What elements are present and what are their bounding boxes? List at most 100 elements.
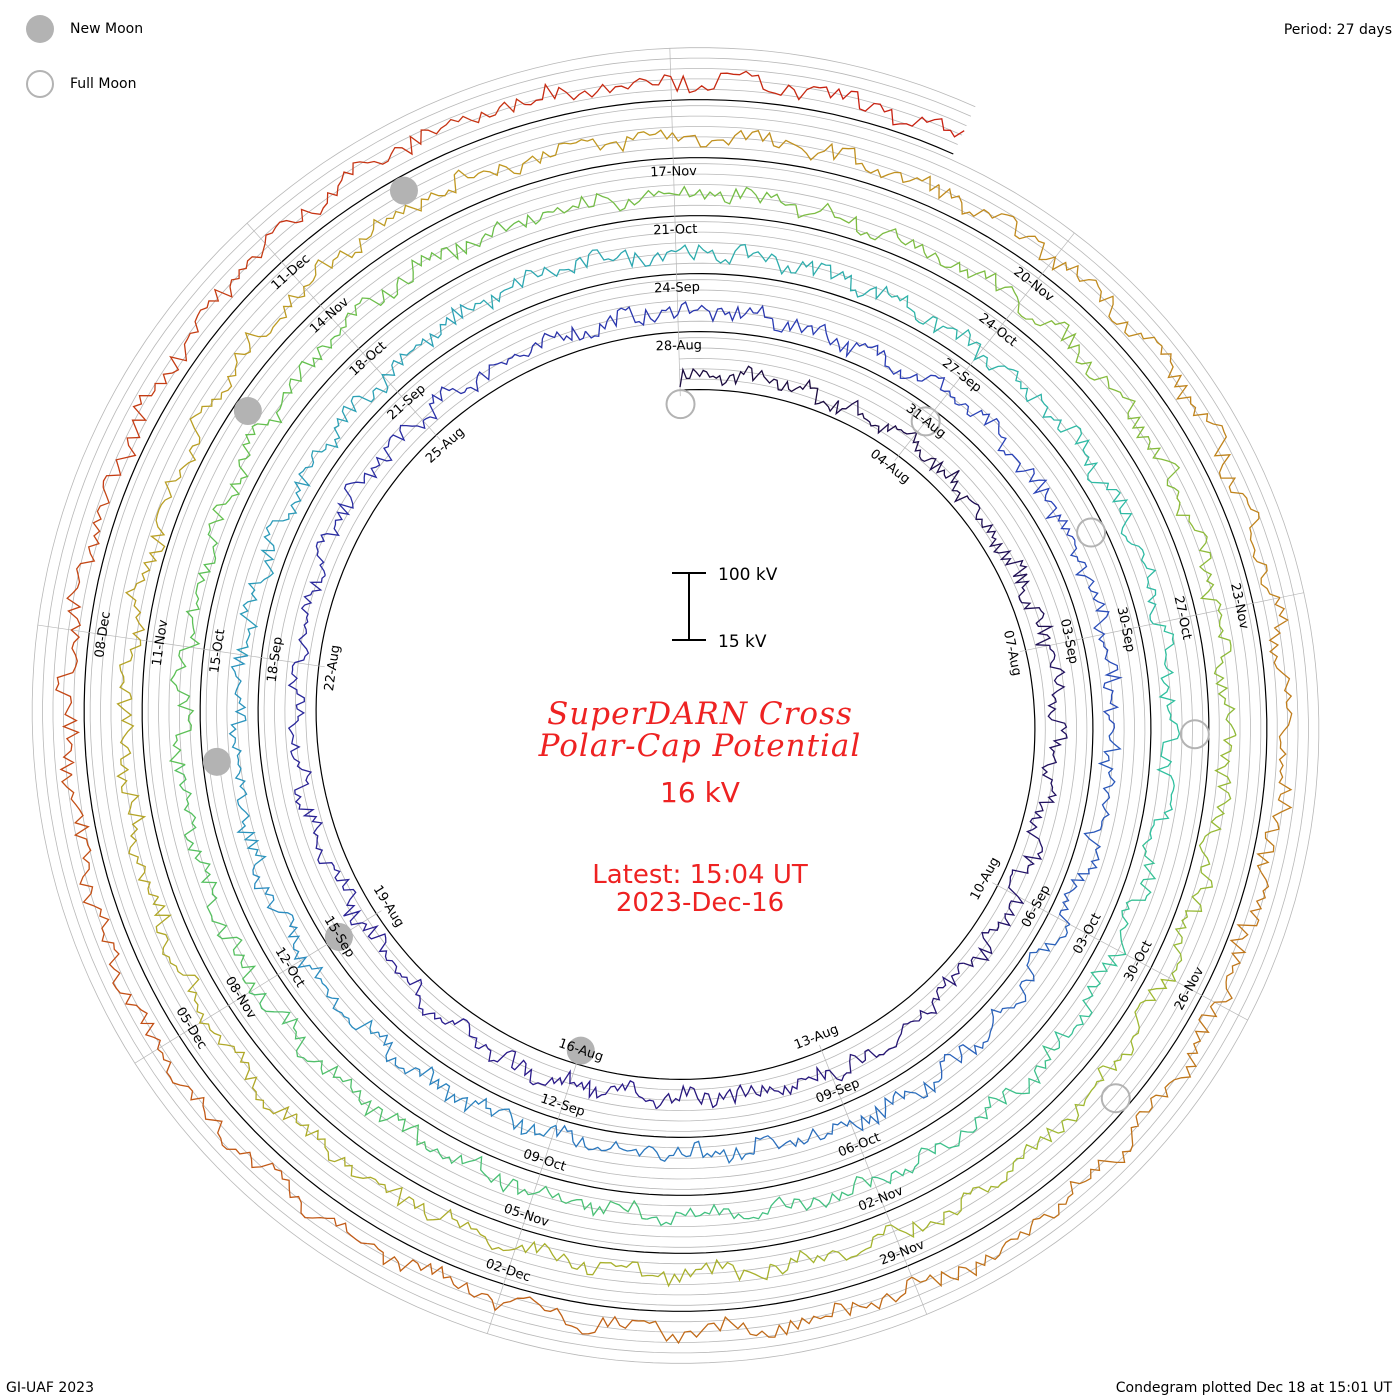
date-tick-label: 22-Aug: [322, 644, 344, 692]
potential-trace-segment: [1146, 623, 1181, 843]
potential-trace-segment: [116, 639, 159, 898]
potential-trace-segment: [1069, 540, 1123, 733]
day-spoke: [1133, 615, 1191, 629]
date-tick-label: 11-Dec: [269, 251, 314, 293]
date-tick-label: 24-Oct: [976, 311, 1020, 350]
day-spoke: [505, 1223, 525, 1279]
potential-trace-segment: [1058, 731, 1122, 925]
potential-trace-segment: [413, 129, 673, 212]
new-moon-marker: [566, 1036, 595, 1065]
spiral-gridline: [73, 88, 1278, 1323]
potential-trace-segment: [252, 864, 379, 1035]
day-spoke: [883, 1206, 906, 1261]
plotted-timestamp: Condegram plotted Dec 18 at 15:01 UT: [1115, 1380, 1392, 1396]
day-spoke: [676, 280, 679, 339]
spiral-gridline: [31, 47, 1320, 1364]
spiral-baseline: [83, 99, 1268, 1312]
potential-trace-segment: [235, 455, 315, 657]
date-tick-label: 21-Sep: [385, 382, 429, 424]
potential-trace-segment: [1007, 978, 1176, 1173]
day-spoke: [930, 369, 967, 416]
date-tick-label: 08-Nov: [222, 974, 259, 1022]
potential-trace-segment: [291, 754, 363, 926]
potential-trace-segment: [228, 655, 267, 866]
potential-trace-segment: [287, 575, 326, 756]
day-spoke: [209, 649, 268, 659]
day-spoke: [1094, 937, 1146, 966]
day-spoke: [862, 1152, 885, 1207]
day-spoke: [134, 1032, 185, 1064]
day-spoke: [233, 971, 284, 1003]
potential-trace-segment: [1175, 491, 1237, 736]
day-spoke: [559, 1058, 579, 1114]
date-tick-label: 11-Nov: [150, 618, 172, 667]
current-value: 16 kV: [660, 776, 740, 809]
new-moon-marker: [233, 397, 262, 426]
potential-trace-segment: [939, 923, 1071, 1079]
date-tick-label: 09-Sep: [814, 1076, 862, 1107]
spiral-grid: [31, 47, 1320, 1364]
potential-trace-segment: [911, 1115, 1139, 1288]
date-tick-label: 14-Nov: [307, 294, 352, 336]
day-spoke: [246, 222, 286, 267]
potential-trace-segment: [157, 1048, 368, 1245]
day-spoke: [152, 641, 210, 651]
date-tick-label: 27-Sep: [939, 356, 984, 396]
potential-trace-segment: [467, 249, 677, 311]
scale-bar: 100 kV 15 kV: [672, 565, 778, 652]
chart-title-line1: SuperDARN Cross: [547, 696, 853, 732]
date-tick-label: 15-Oct: [207, 628, 228, 674]
day-spoke: [1246, 592, 1304, 605]
potential-trace-segment: [887, 293, 1063, 430]
new-moon-marker: [202, 747, 231, 776]
potential-trace-segment: [1034, 645, 1068, 813]
day-spoke: [1145, 964, 1197, 993]
potential-trace-segment: [655, 1065, 830, 1110]
chart-title-line2: Polar-Cap Potential: [538, 728, 862, 764]
date-tick-label: 03-Sep: [1057, 617, 1081, 665]
legend-full-moon-label: Full Moon: [70, 76, 137, 92]
potential-trace-segment: [377, 1031, 557, 1137]
date-tick-label: 18-Sep: [265, 636, 286, 683]
potential-trace-segment: [55, 487, 110, 776]
potential-trace-segment: [340, 211, 554, 330]
day-spoke: [904, 1260, 928, 1315]
day-spoke: [541, 1113, 561, 1169]
potential-trace-segment: [295, 1113, 516, 1252]
day-spoke: [672, 164, 676, 223]
potential-trace-segment: [248, 991, 427, 1150]
period-label: Period: 27 days: [1283, 22, 1392, 38]
potential-trace-segment: [872, 1045, 1060, 1185]
full-moon-marker: [1100, 1083, 1131, 1114]
day-spoke: [285, 266, 325, 311]
potential-trace-segment: [425, 1148, 647, 1220]
latest-date: 2023-Dec-16: [615, 888, 785, 918]
date-tick-label: 12-Sep: [539, 1091, 587, 1120]
date-tick-label: 18-Oct: [347, 339, 390, 380]
potential-trace-segment: [679, 365, 840, 413]
potential-trace-segment: [552, 185, 796, 214]
potential-trace-segment: [675, 243, 889, 301]
day-spoke: [966, 323, 1003, 370]
potential-trace-segment: [61, 774, 161, 1050]
day-spoke: [183, 1001, 234, 1033]
day-spoke: [37, 624, 96, 634]
date-tick-label: 12-Oct: [272, 945, 308, 990]
potential-trace-segment: [1054, 841, 1157, 1049]
day-spoke: [840, 1098, 863, 1153]
new-moon-icon: [26, 15, 54, 43]
legend-full-moon: Full Moon: [26, 68, 136, 100]
potential-trace-segment: [637, 1276, 913, 1345]
date-tick-label: 04-Aug: [867, 447, 913, 487]
potential-trace-segment: [208, 328, 342, 531]
potential-trace-segment: [422, 325, 587, 422]
full-moon-marker: [910, 406, 941, 437]
potential-trace-segment: [524, 70, 821, 106]
potential-trace-segment: [795, 202, 1020, 304]
date-tick-label: 05-Nov: [502, 1201, 551, 1230]
date-tick-label: 30-Oct: [1121, 938, 1155, 984]
latest-time: Latest: 15:04 UT: [592, 860, 808, 890]
legend-new-moon-label: New Moon: [70, 21, 144, 37]
day-spoke: [1196, 992, 1248, 1021]
